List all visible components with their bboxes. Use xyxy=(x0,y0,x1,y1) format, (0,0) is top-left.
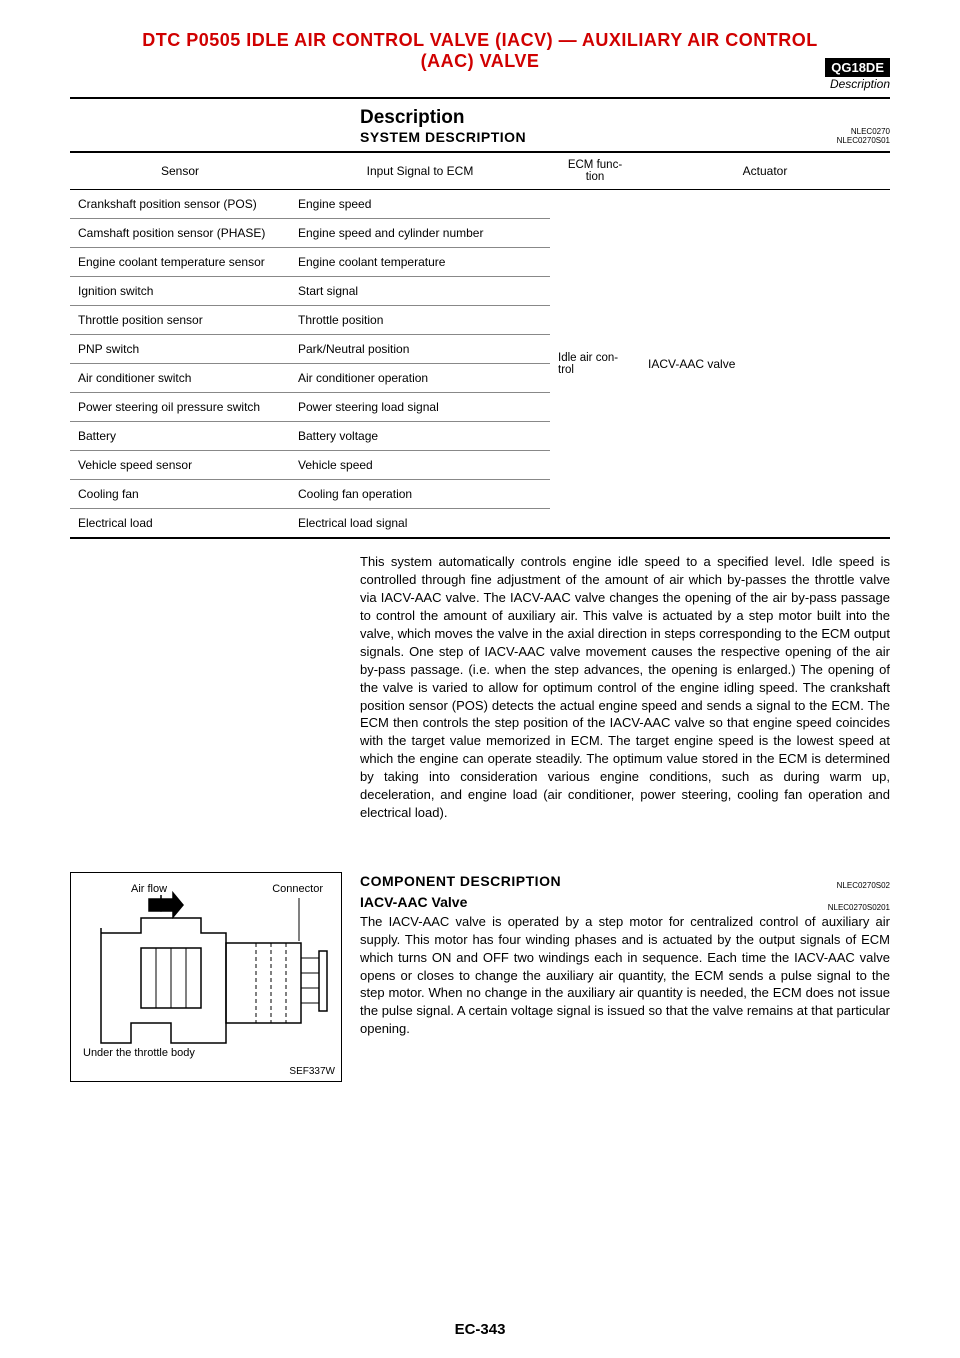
title-line-1: DTC P0505 IDLE AIR CONTROL VALVE (IACV) … xyxy=(70,30,890,51)
iacv-diagram: Air flow Connector Under the throttle bo… xyxy=(70,872,342,1082)
component-section: Air flow Connector Under the throttle bo… xyxy=(70,872,890,1082)
cell-sensor: Ignition switch xyxy=(70,277,290,306)
ref-code: NLEC0270S02 xyxy=(837,880,890,891)
cell-sensor: Crankshaft position sensor (POS) xyxy=(70,190,290,219)
cell-signal: Throttle position xyxy=(290,306,550,335)
description-title: Description xyxy=(360,107,526,129)
table-row: Crankshaft position sensor (POS)Engine s… xyxy=(70,190,890,219)
col-actuator: Actuator xyxy=(640,152,890,190)
ref-code: NLEC0270 xyxy=(837,127,890,136)
page-number: EC-343 xyxy=(0,1321,960,1338)
cell-signal: Engine speed xyxy=(290,190,550,219)
cell-sensor: Air conditioner switch xyxy=(70,364,290,393)
valve-diagram-svg xyxy=(71,873,343,1083)
cell-signal: Engine coolant temperature xyxy=(290,248,550,277)
col-func: ECM func- tion xyxy=(550,152,640,190)
cell-sensor: Vehicle speed sensor xyxy=(70,451,290,480)
cell-sensor: Electrical load xyxy=(70,509,290,539)
divider xyxy=(70,97,890,99)
header-subheading: Description xyxy=(70,77,890,91)
cell-actuator: IACV-AAC valve xyxy=(640,190,890,539)
cell-signal: Vehicle speed xyxy=(290,451,550,480)
cell-signal: Cooling fan operation xyxy=(290,480,550,509)
component-text-block: COMPONENT DESCRIPTION NLEC0270S02 IACV-A… xyxy=(360,872,890,1082)
cell-signal: Engine speed and cylinder number xyxy=(290,219,550,248)
col-sensor: Sensor xyxy=(70,152,290,190)
system-description-text: This system automatically controls engin… xyxy=(70,553,890,822)
cell-signal: Electrical load signal xyxy=(290,509,550,539)
cell-sensor: PNP switch xyxy=(70,335,290,364)
system-description-heading: SYSTEM DESCRIPTION xyxy=(360,129,526,145)
engine-badge: QG18DE xyxy=(825,58,890,77)
description-header: Description SYSTEM DESCRIPTION NLEC0270 … xyxy=(70,107,890,145)
cell-sensor: Engine coolant temperature sensor xyxy=(70,248,290,277)
cell-signal: Power steering load signal xyxy=(290,393,550,422)
sensor-table: Sensor Input Signal to ECM ECM func- tio… xyxy=(70,151,890,539)
cell-signal: Park/Neutral position xyxy=(290,335,550,364)
cell-signal: Start signal xyxy=(290,277,550,306)
cell-sensor: Throttle position sensor xyxy=(70,306,290,335)
col-signal: Input Signal to ECM xyxy=(290,152,550,190)
component-description-text: The IACV-AAC valve is operated by a step… xyxy=(360,913,890,1039)
cell-signal: Battery voltage xyxy=(290,422,550,451)
ref-code: NLEC0270S0201 xyxy=(828,902,890,913)
component-subheading: IACV-AAC Valve xyxy=(360,893,467,912)
cell-sensor: Camshaft position sensor (PHASE) xyxy=(70,219,290,248)
cell-sensor: Cooling fan xyxy=(70,480,290,509)
ref-code: NLEC0270S01 xyxy=(837,136,890,145)
table-header-row: Sensor Input Signal to ECM ECM func- tio… xyxy=(70,152,890,190)
component-description-heading: COMPONENT DESCRIPTION xyxy=(360,872,561,891)
cell-signal: Air conditioner operation xyxy=(290,364,550,393)
cell-sensor: Power steering oil pressure switch xyxy=(70,393,290,422)
cell-sensor: Battery xyxy=(70,422,290,451)
cell-function: Idle air con- trol xyxy=(550,190,640,539)
